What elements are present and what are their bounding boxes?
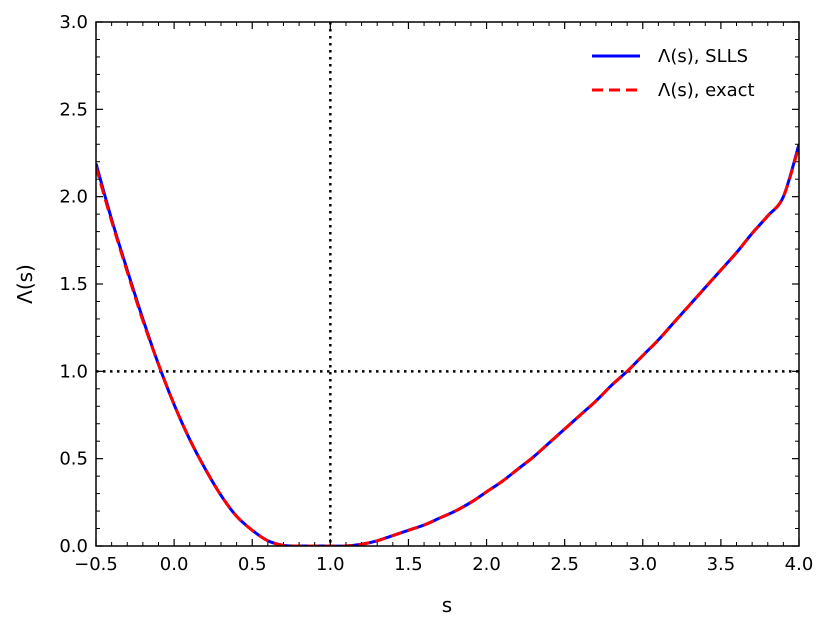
x-tick-label: 1.0 bbox=[316, 554, 345, 575]
y-tick-label: 2.0 bbox=[59, 187, 88, 208]
x-tick-label: 2.5 bbox=[550, 554, 579, 575]
y-tick-label: 0.5 bbox=[59, 449, 88, 470]
x-axis-label: s bbox=[442, 593, 452, 617]
y-tick-label: 2.5 bbox=[59, 99, 88, 120]
x-tick-label: −0.5 bbox=[74, 554, 118, 575]
ticks bbox=[95, 21, 800, 547]
x-tick-label: 3.0 bbox=[628, 554, 657, 575]
y-axis-label: Λ(s) bbox=[13, 264, 37, 304]
y-tick-label: 0.0 bbox=[59, 536, 88, 557]
y-tick-label: 1.5 bbox=[59, 274, 88, 295]
x-tick-label: 2.0 bbox=[472, 554, 501, 575]
series-line-exact bbox=[96, 145, 799, 546]
x-tick-label: 1.5 bbox=[394, 554, 423, 575]
legend-label-slls: Λ(s), SLLS bbox=[658, 46, 748, 67]
x-tick-label: 4.0 bbox=[785, 554, 814, 575]
x-tick-label: 0.5 bbox=[238, 554, 267, 575]
legend-label-exact: Λ(s), exact bbox=[658, 80, 755, 101]
series-layer bbox=[96, 143, 799, 546]
y-tick-label: 1.0 bbox=[59, 361, 88, 382]
plot-background bbox=[96, 22, 799, 546]
x-tick-label: 3.5 bbox=[707, 554, 736, 575]
y-tick-labels: 0.0 0.5 1.0 1.5 2.0 2.5 3.0 bbox=[59, 12, 88, 557]
y-tick-label: 3.0 bbox=[59, 12, 88, 33]
x-tick-label: 0.0 bbox=[160, 554, 189, 575]
reference-lines bbox=[96, 22, 799, 546]
x-tick-labels: −0.5 0.0 0.5 1.0 1.5 2.0 2.5 3.0 3.5 4.0 bbox=[74, 554, 813, 575]
legend: Λ(s), SLLS Λ(s), exact bbox=[592, 46, 755, 101]
